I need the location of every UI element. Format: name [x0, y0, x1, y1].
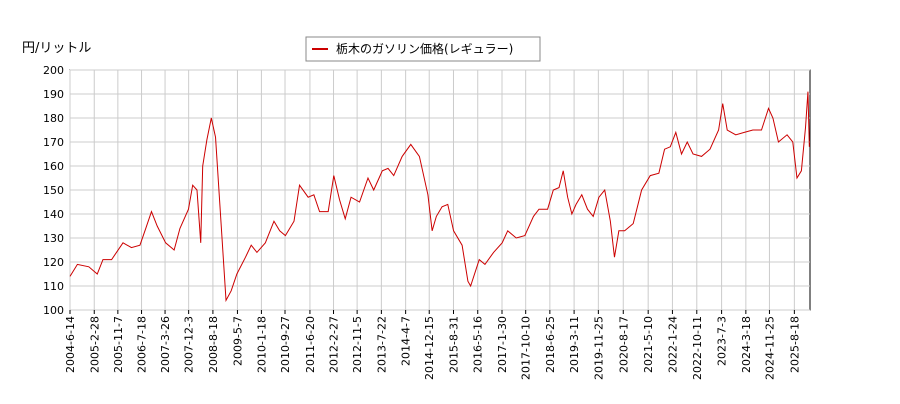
- x-tick-label: 2008-8-18: [207, 316, 220, 373]
- x-tick-label: 2004-6-14: [64, 316, 77, 373]
- y-tick-label: 160: [43, 160, 64, 173]
- legend-box: [305, 36, 541, 62]
- x-tick-label: 2021-5-10: [642, 316, 655, 373]
- x-tick-label: 2025-8-18: [788, 316, 801, 373]
- x-tick-label: 2006-7-18: [136, 316, 149, 373]
- x-tick-label: 2024-3-18: [740, 316, 753, 373]
- x-tick-label: 2007-12-3: [183, 316, 196, 373]
- x-tick-label: 2019-11-25: [592, 316, 605, 380]
- y-tick-label: 120: [43, 256, 64, 269]
- x-tick-label: 2017-1-30: [496, 316, 509, 373]
- y-tick-label: 170: [43, 136, 64, 149]
- y-tick-label: 190: [43, 88, 64, 101]
- x-tick-label: 2005-11-7: [112, 316, 125, 373]
- x-tick-label: 2023-7-3: [716, 316, 729, 366]
- y-tick-label: 150: [43, 184, 64, 197]
- line: [69, 91, 810, 303]
- y-axis-label: 円/リットル: [22, 41, 91, 56]
- x-tick-label: 2013-7-22: [375, 316, 388, 373]
- x-tick-label: 2010-9-27: [279, 316, 292, 373]
- x-tick-label: 2020-8-17: [617, 316, 630, 373]
- y-tick-label: 200: [43, 64, 64, 77]
- y-tick-label: 130: [43, 232, 64, 245]
- x-tick-label: 2019-3-11: [568, 316, 581, 373]
- y-tick-label: 140: [43, 208, 64, 221]
- x-tick-label: 2018-6-25: [544, 316, 557, 373]
- x-tick-label: 2014-12-15: [423, 316, 436, 380]
- x-tick-label: 2007-3-26: [159, 316, 172, 373]
- x-tick-label: 2024-11-25: [763, 316, 776, 380]
- x-tick-label: 2012-11-5: [351, 316, 364, 373]
- x-tick-label: 2009-5-7: [231, 316, 244, 366]
- x-tick-label: 2005-2-28: [88, 316, 101, 373]
- x-tick-label: 2022-1-24: [666, 316, 679, 373]
- y-tick-label: 110: [43, 280, 64, 293]
- x-tick-label: 2015-8-31: [447, 316, 460, 373]
- x-tick-label: 2014-4-7: [400, 316, 413, 366]
- x-tick-label: 2017-10-10: [520, 316, 533, 380]
- x-tick-label: 2011-6-20: [304, 316, 317, 373]
- y-tick-label: 180: [43, 112, 64, 125]
- x-tick-label: 2012-2-27: [328, 316, 341, 373]
- x-tick-label: 2010-1-18: [255, 316, 268, 373]
- x-tick-label: 2022-10-11: [691, 316, 704, 380]
- legend-label: 栃木のガソリン価格(レギュラー): [336, 41, 513, 56]
- x-tick-label: 2016-5-16: [472, 316, 485, 373]
- y-tick-label: 100: [43, 304, 64, 317]
